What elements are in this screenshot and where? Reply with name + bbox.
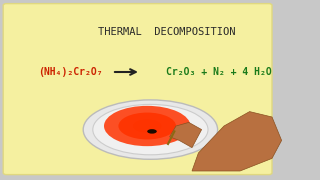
Polygon shape [192,112,282,171]
Ellipse shape [104,106,190,146]
Ellipse shape [133,119,162,133]
Polygon shape [170,122,202,148]
Ellipse shape [83,100,218,159]
Text: (NH₄)₂Cr₂O₇: (NH₄)₂Cr₂O₇ [38,67,103,77]
FancyBboxPatch shape [3,4,272,175]
Ellipse shape [118,112,176,140]
Text: THERMAL  DECOMPOSITION: THERMAL DECOMPOSITION [98,27,235,37]
Ellipse shape [147,129,157,134]
Ellipse shape [93,104,208,155]
Text: Cr₂O₃ + N₂ + 4 H₂O: Cr₂O₃ + N₂ + 4 H₂O [166,67,272,77]
